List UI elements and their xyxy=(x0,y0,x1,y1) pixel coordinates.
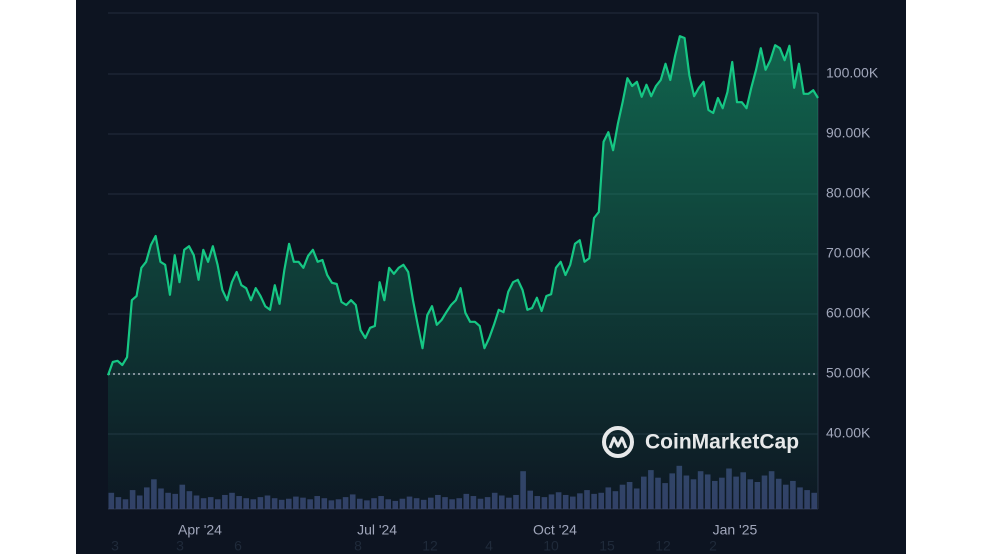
y-tick-label: 90.00K xyxy=(826,125,871,141)
x-tick-label: Oct '24 xyxy=(533,522,577,538)
lower-label: 2 xyxy=(709,538,717,554)
x-tick-label: Apr '24 xyxy=(178,522,222,538)
x-tick-label: Jan '25 xyxy=(713,522,758,538)
lower-label: 3 xyxy=(176,538,184,554)
lower-label: 8 xyxy=(354,538,362,554)
x-tick-label: Jul '24 xyxy=(357,522,397,538)
y-tick-label: 70.00K xyxy=(826,245,871,261)
lower-label: 3 xyxy=(111,538,119,554)
lower-label: 12 xyxy=(655,538,671,554)
lower-label: 6 xyxy=(234,538,242,554)
lower-label: 15 xyxy=(599,538,615,554)
price-line xyxy=(106,35,819,376)
y-tick-label: 80.00K xyxy=(826,185,871,201)
y-tick-label: 40.00K xyxy=(826,425,871,441)
lower-label: 10 xyxy=(543,538,559,554)
area-fill xyxy=(108,36,818,509)
y-tick-label: 60.00K xyxy=(826,305,871,321)
y-tick-label: 50.00K xyxy=(826,365,871,381)
lower-label: 4 xyxy=(485,538,493,554)
watermark-logo xyxy=(602,426,634,458)
y-tick-label: 100.00K xyxy=(826,65,879,81)
lower-label: 12 xyxy=(422,538,438,554)
watermark: CoinMarketCap xyxy=(645,431,799,454)
